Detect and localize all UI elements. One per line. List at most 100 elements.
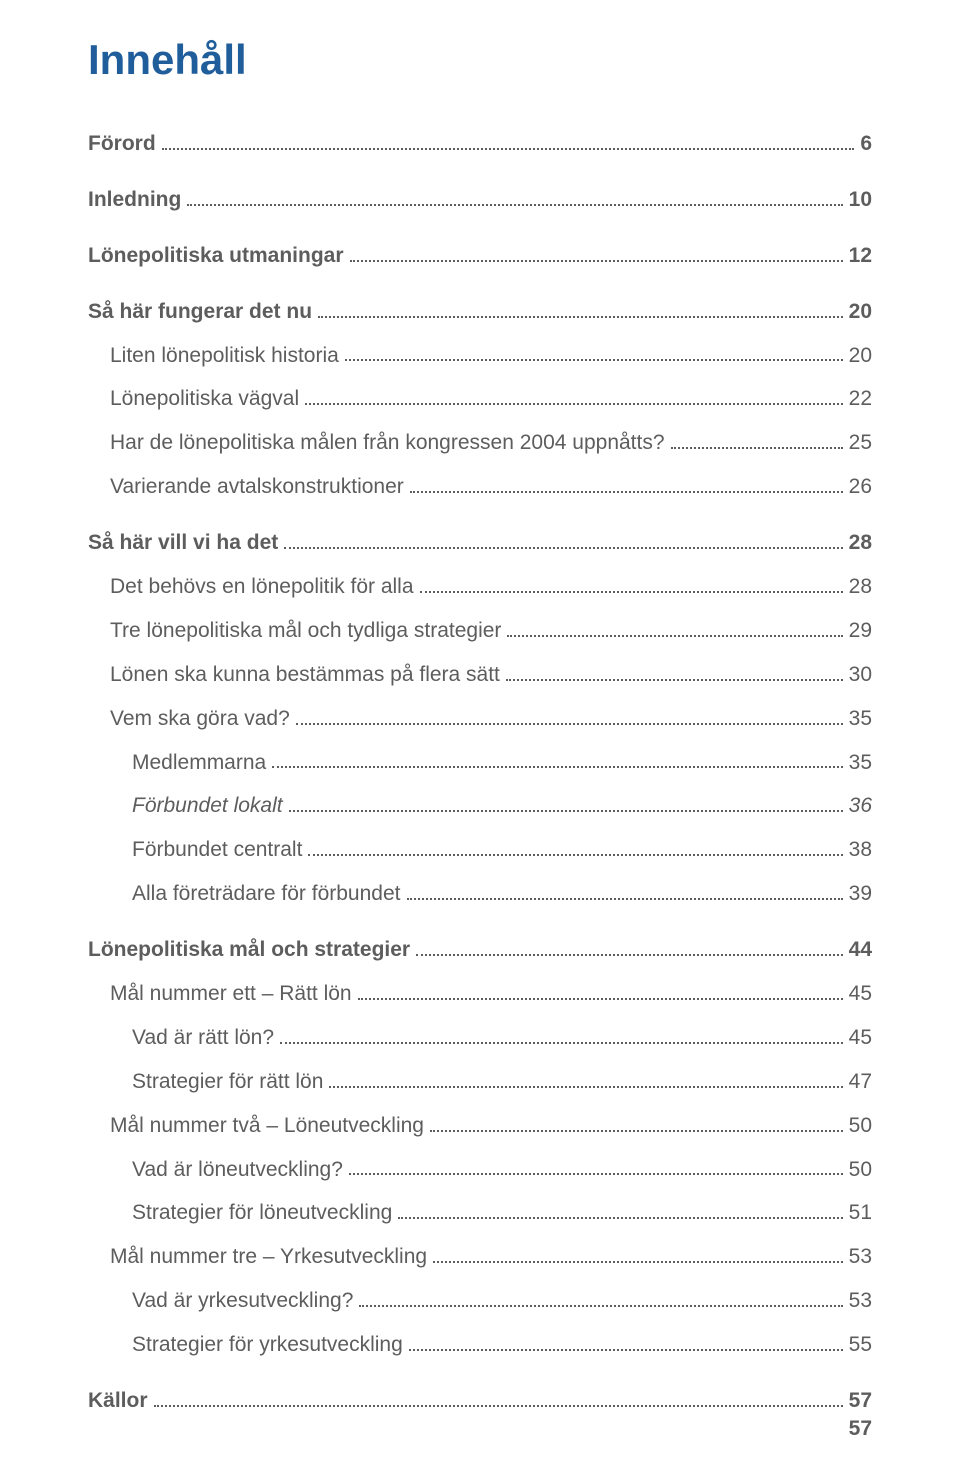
toc-leader [272, 765, 842, 768]
toc-entry: Strategier för yrkesutveckling 55 [88, 1325, 872, 1365]
toc-entry-label: Varierande avtalskonstruktioner [110, 467, 404, 507]
toc-entry: Mål nummer tre – Yrkesutveckling53 [88, 1237, 872, 1277]
toc-entry: Vad är löneutveckling? 50 [88, 1150, 872, 1190]
toc-entry-label: Mål nummer tre – Yrkesutveckling [110, 1237, 427, 1277]
toc-entry-label: Lönepolitiska utmaningar [88, 236, 344, 276]
toc-entry: Vem ska göra vad? 35 [88, 699, 872, 739]
toc-leader [409, 1348, 843, 1351]
toc-entry: Så här vill vi ha det28 [88, 523, 872, 563]
toc-entry-page: 38 [849, 830, 872, 870]
toc-entry-page: 28 [849, 523, 872, 563]
toc-leader [420, 590, 843, 593]
toc-entry-page: 10 [849, 180, 872, 220]
toc-leader [433, 1260, 843, 1263]
toc-entry-page: 35 [849, 743, 872, 783]
toc-leader [296, 722, 843, 725]
toc-entry-page: 28 [849, 567, 872, 607]
toc-entry-label: Så här fungerar det nu [88, 292, 312, 332]
toc-entry-label: Förord [88, 124, 156, 164]
toc-entry-label: Lönen ska kunna bestämmas på flera sätt [110, 655, 500, 695]
toc-entry: Lönepolitiska mål och strategier 44 [88, 930, 872, 970]
toc-entry-label: Lönepolitiska vägval [110, 379, 299, 419]
toc-entry: Liten lönepolitisk historia 20 [88, 336, 872, 376]
toc-entry: Det behövs en lönepolitik för alla 28 [88, 567, 872, 607]
table-of-contents: Förord 6 Inledning 10 Lönepolitiska utmaning… [88, 124, 872, 1421]
toc-entry-label: Vad är rätt lön? [132, 1018, 274, 1058]
toc-entry-page: 55 [849, 1325, 872, 1365]
toc-entry: Har de lönepolitiska målen från kongress… [88, 423, 872, 463]
toc-leader [398, 1216, 842, 1219]
toc-entry-label: Strategier för löneutveckling [132, 1193, 392, 1233]
toc-entry-page: 47 [849, 1062, 872, 1102]
toc-entry-page: 20 [849, 336, 872, 376]
toc-entry: Tre lönepolitiska mål och tydliga strate… [88, 611, 872, 651]
toc-entry-page: 36 [849, 786, 872, 826]
toc-entry: Mål nummer två – Löneutveckling 50 [88, 1106, 872, 1146]
toc-entry: Vad är yrkesutveckling?53 [88, 1281, 872, 1321]
toc-entry-label: Förbundet centralt [132, 830, 302, 870]
toc-entry-page: 30 [849, 655, 872, 695]
toc-entry-label: Tre lönepolitiska mål och tydliga strate… [110, 611, 501, 651]
toc-leader [430, 1129, 843, 1132]
toc-entry: Förbundet centralt 38 [88, 830, 872, 870]
toc-entry: Inledning 10 [88, 180, 872, 220]
toc-leader [358, 997, 843, 1000]
toc-leader [350, 259, 843, 262]
toc-entry: Så här fungerar det nu 20 [88, 292, 872, 332]
toc-entry-label: Liten lönepolitisk historia [110, 336, 339, 376]
toc-entry-page: 26 [849, 467, 872, 507]
toc-entry-label: Mål nummer två – Löneutveckling [110, 1106, 424, 1146]
toc-entry-page: 45 [849, 974, 872, 1014]
toc-leader [318, 315, 843, 318]
toc-entry: Mål nummer ett – Rätt lön45 [88, 974, 872, 1014]
toc-leader [154, 1404, 843, 1407]
page-number: 57 [849, 1417, 872, 1441]
toc-leader [349, 1172, 843, 1175]
toc-entry-label: Strategier för yrkesutveckling [132, 1325, 403, 1365]
toc-leader [407, 897, 843, 900]
toc-entry-page: 57 [849, 1381, 872, 1421]
toc-entry-page: 53 [849, 1281, 872, 1321]
toc-entry-label: Det behövs en lönepolitik för alla [110, 567, 414, 607]
toc-entry-page: 45 [849, 1018, 872, 1058]
toc-entry-page: 51 [849, 1193, 872, 1233]
toc-entry-page: 29 [849, 611, 872, 651]
toc-entry-label: Alla företrädare för förbundet [132, 874, 401, 914]
toc-entry-page: 25 [849, 423, 872, 463]
toc-leader [280, 1041, 843, 1044]
toc-entry-label: Källor [88, 1381, 148, 1421]
toc-entry-label: Strategier för rätt lön [132, 1062, 323, 1102]
page-title: Innehåll [88, 36, 872, 84]
toc-entry: Strategier för rätt lön 47 [88, 1062, 872, 1102]
toc-entry-page: 6 [860, 124, 872, 164]
toc-entry: Vad är rätt lön? 45 [88, 1018, 872, 1058]
toc-entry-page: 20 [849, 292, 872, 332]
toc-leader [416, 953, 843, 956]
toc-entry: Alla företrädare för förbundet 39 [88, 874, 872, 914]
toc-entry-page: 50 [849, 1150, 872, 1190]
toc-entry-page: 39 [849, 874, 872, 914]
toc-leader [308, 853, 842, 856]
toc-entry-label: Vad är löneutveckling? [132, 1150, 343, 1190]
document-page: Innehåll Förord 6 Inledning 10 Lönepolitiska… [0, 0, 960, 1469]
toc-entry: Lönen ska kunna bestämmas på flera sätt 3… [88, 655, 872, 695]
toc-entry-label: Har de lönepolitiska målen från kongress… [110, 423, 665, 463]
toc-entry: Lönepolitiska vägval22 [88, 379, 872, 419]
toc-leader [506, 678, 843, 681]
toc-entry-page: 12 [849, 236, 872, 276]
toc-entry-label: Vem ska göra vad? [110, 699, 290, 739]
toc-entry-page: 44 [849, 930, 872, 970]
toc-entry: Källor 57 [88, 1381, 872, 1421]
toc-entry: Strategier för löneutveckling 51 [88, 1193, 872, 1233]
toc-entry: Lönepolitiska utmaningar 12 [88, 236, 872, 276]
toc-leader [345, 358, 843, 361]
toc-entry-page: 50 [849, 1106, 872, 1146]
toc-entry: Förbundet lokalt36 [88, 786, 872, 826]
toc-entry: Varierande avtalskonstruktioner 26 [88, 467, 872, 507]
toc-leader [284, 546, 842, 549]
toc-leader [162, 147, 855, 150]
toc-entry-page: 35 [849, 699, 872, 739]
toc-entry-label: Inledning [88, 180, 181, 220]
toc-leader [305, 402, 843, 405]
toc-entry-label: Lönepolitiska mål och strategier [88, 930, 410, 970]
